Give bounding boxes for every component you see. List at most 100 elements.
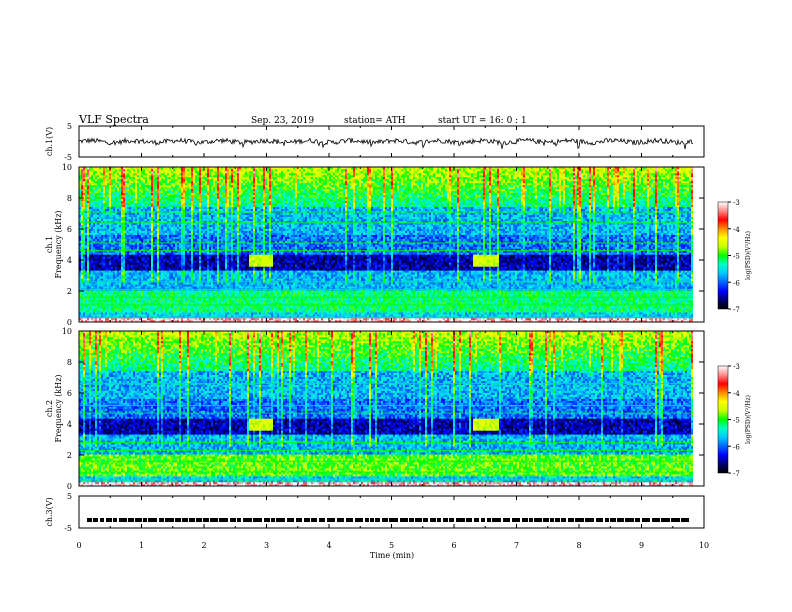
ch3-level-segment [119, 518, 127, 522]
ch3-level-segment [210, 518, 218, 522]
ch3-level-segment [681, 518, 689, 522]
ch3-level-segment [287, 518, 294, 522]
ch3-level-segment [568, 518, 574, 522]
ch3-level-segment [642, 518, 650, 522]
colorbar-tick-label: -4 [733, 390, 740, 398]
ch3-level-segment [503, 518, 510, 522]
x-axis-label: Time (min) [370, 551, 414, 560]
y-tick-label: 2 [67, 287, 72, 296]
ch3-level-segment [625, 518, 634, 522]
ch3-level-segment [443, 518, 448, 522]
ch3-level-segment [555, 518, 560, 522]
ch3-level-segment [596, 518, 603, 522]
ch3-level-segment [605, 518, 609, 522]
y-tick-label: 5 [67, 122, 72, 131]
ch3-level-segment [346, 518, 353, 522]
ch3-level-segment [487, 518, 491, 522]
ch3-level-segment [400, 518, 408, 522]
ch3-level-segment [365, 518, 369, 522]
spectrogram-image [79, 331, 693, 486]
x-tick-label: 0 [76, 541, 81, 550]
ch3-level-segment [437, 518, 441, 522]
time-axis: 0 1 2 3 4 5 6 7 8 9 10 [76, 541, 709, 550]
ch3-level-segment [304, 518, 310, 522]
ch3-level-segment [575, 518, 584, 522]
ch1-y-label: ch.1(V) [45, 127, 54, 156]
ch3-level-segment [182, 518, 188, 522]
ch3-level-segment [271, 518, 275, 522]
ch3-level-segment [661, 518, 670, 522]
spectrogram-image [79, 167, 693, 322]
start-ut-label: start UT = 16: 0 : 1 [438, 116, 527, 126]
ch3-level-segment [561, 518, 566, 522]
ch3-level-segment [337, 518, 344, 522]
ch3-level-segment [430, 518, 436, 522]
ch3-level-segment [671, 518, 680, 522]
ch3-level-segment [203, 518, 209, 522]
colorbar-gradient [718, 366, 728, 473]
ch3-level-segment [148, 518, 157, 522]
x-tick-label: 1 [139, 541, 144, 550]
ch3-level-segment [143, 518, 147, 522]
vlf-figure: VLF Spectra Sep. 23, 2019 station= ATH s… [0, 0, 792, 612]
ch3-level-segment [423, 518, 428, 522]
ch3-level-segment [610, 518, 616, 522]
ch3-level-segment [370, 518, 374, 522]
x-tick-label: 10 [699, 541, 709, 550]
x-tick-label: 9 [639, 541, 644, 550]
ch3-level-segment [456, 518, 465, 522]
ch1-spectrogram-y-label: Frequency (kHz) [54, 210, 63, 278]
ch1-spectrogram-y-label: ch.1 [45, 236, 54, 253]
ch3-level-segment [375, 518, 380, 522]
ch3-level-segment [135, 518, 142, 522]
ch3-level-segment [189, 518, 195, 522]
y-tick-label: 4 [67, 256, 72, 265]
ch3-y-label: ch.3(V) [45, 497, 54, 526]
ch3-level-segment [534, 518, 542, 522]
ch3-level-segment [389, 518, 398, 522]
colorbar-tick-label: -4 [733, 226, 740, 234]
ch3-level-segment [175, 518, 181, 522]
ch3-level-segment [159, 518, 164, 522]
x-tick-label: 4 [326, 541, 331, 550]
ch3-level-segment [165, 518, 174, 522]
x-tick-label: 8 [576, 541, 581, 550]
ch3-level-segment [128, 518, 134, 522]
panel-frame [79, 496, 704, 528]
date-label: Sep. 23, 2019 [251, 116, 314, 126]
colorbar-tick-label: -5 [733, 253, 740, 261]
figure-title: VLF Spectra [78, 113, 149, 126]
y-tick-label: 8 [67, 358, 72, 367]
colorbar-gradient [718, 202, 728, 309]
ch3-level-segment [100, 518, 104, 522]
ch3-level-segment [635, 518, 640, 522]
ch3-level-segment [113, 518, 117, 522]
ch3-level-segment [617, 518, 624, 522]
ch3-level-segment [481, 518, 485, 522]
ch3-level-segment [237, 518, 241, 522]
colorbar-label: log(PSD)(V²/Hz) [745, 395, 752, 444]
ch3-level-segment [106, 518, 112, 522]
ch3-level-segment [522, 518, 528, 522]
ch3-level-segment [276, 518, 285, 522]
station-label: station= ATH [344, 116, 406, 126]
x-tick-label: 2 [201, 541, 206, 550]
colorbar-tick-label: -7 [733, 470, 740, 478]
ch3-level-segment [382, 518, 388, 522]
ch3-level-segment [355, 518, 363, 522]
colorbar-tick-label: -6 [733, 279, 740, 287]
x-tick-label: 3 [264, 541, 269, 550]
ch3-level-segment [415, 518, 422, 522]
ch3-level-segment [512, 518, 520, 522]
ch3-level-segment [327, 518, 335, 522]
ch3-level-segment [264, 518, 270, 522]
ch3-level-segment [219, 518, 228, 522]
ch3-level-segment [253, 518, 262, 522]
y-tick-label: 4 [67, 420, 72, 429]
y-tick-label: -5 [64, 524, 72, 533]
ch3-level-segment [466, 518, 472, 522]
ch3-level-segment [230, 518, 236, 522]
ch1-waveform-line [79, 138, 693, 149]
